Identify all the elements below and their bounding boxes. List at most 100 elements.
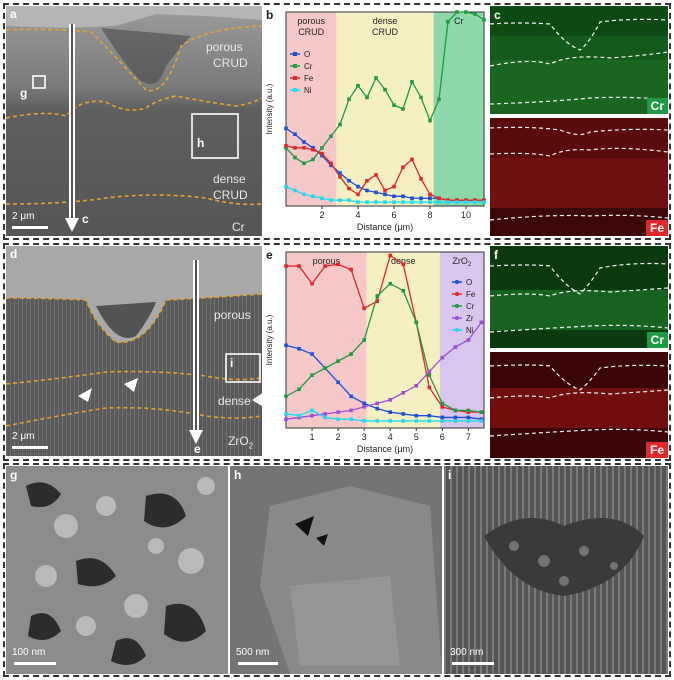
row2-frame xyxy=(3,243,671,461)
cr-label: Cr xyxy=(232,220,245,234)
data-point-Fe xyxy=(455,198,459,202)
data-point-Fe xyxy=(302,146,306,150)
data-point-Cr xyxy=(284,394,288,399)
data-point-Fe xyxy=(419,177,423,181)
data-point-Zr xyxy=(336,410,340,414)
data-point-Fe xyxy=(336,262,340,267)
data-point-O xyxy=(302,140,306,144)
legend-label-Ni: Ni xyxy=(466,326,474,335)
data-point-O xyxy=(349,394,353,399)
panel-e-chart: porous dense ZrO2 1 2 3 4 5 6 7 Distance (μm) Inten… xyxy=(262,246,488,458)
data-point-Zr xyxy=(453,345,458,349)
data-point-Cr xyxy=(437,97,441,102)
panel-i-letter: i xyxy=(448,468,452,482)
data-point-Fe xyxy=(401,262,406,267)
data-point-Ni xyxy=(419,200,423,204)
data-point-Ni xyxy=(375,419,379,423)
panel-i-scalebar xyxy=(452,662,494,665)
panel-d-scalebar xyxy=(12,446,48,449)
region-band-0 xyxy=(286,252,367,428)
zro2-text: ZrO xyxy=(228,434,249,448)
data-point-Ni xyxy=(383,200,387,204)
data-point-O xyxy=(383,192,387,197)
panel-b-letter: b xyxy=(266,8,274,22)
data-point-Fe xyxy=(293,146,297,150)
panel-g-letter: g xyxy=(10,468,18,482)
data-point-O xyxy=(356,184,360,189)
x-tick-label: 5 xyxy=(414,432,419,442)
data-point-O xyxy=(297,347,301,351)
legend-marker-Fe xyxy=(293,76,297,80)
legend-marker-O xyxy=(293,52,297,56)
region-label-2-0: ZrO2 xyxy=(452,256,472,268)
data-point-Cr xyxy=(388,281,393,286)
x-tick-label: 10 xyxy=(461,210,471,220)
data-point-Fe xyxy=(427,385,432,390)
data-point-Ni xyxy=(414,419,419,423)
data-point-Cr xyxy=(356,83,360,88)
data-point-Fe xyxy=(374,173,378,177)
data-point-Cr xyxy=(401,107,405,111)
data-point-Fe xyxy=(323,264,327,268)
data-point-Cr xyxy=(410,80,414,84)
legend-label-Fe: Fe xyxy=(304,74,314,83)
data-point-O xyxy=(347,178,351,183)
arrow-c-label: c xyxy=(82,212,89,226)
dense-label-d: dense xyxy=(218,394,251,408)
legend-label-Ni: Ni xyxy=(304,86,312,95)
panel-g-scale-label: 100 nm xyxy=(12,647,46,658)
data-point-O xyxy=(338,171,342,175)
data-point-O xyxy=(410,196,414,201)
data-point-Cr xyxy=(392,103,396,107)
panel-c-fe-map: Fe xyxy=(490,118,668,236)
x-tick-label: 4 xyxy=(388,432,393,442)
data-point-Fe xyxy=(347,186,351,191)
legend-marker-Zr xyxy=(455,316,459,320)
legend-label-O: O xyxy=(466,278,472,287)
data-point-Zr xyxy=(440,355,445,360)
x-tick-label: 2 xyxy=(319,210,324,220)
data-point-Zr xyxy=(388,398,393,402)
data-point-O xyxy=(284,126,288,131)
panel-e-letter: e xyxy=(266,248,273,262)
data-point-Fe xyxy=(437,196,441,201)
data-point-O xyxy=(401,194,405,199)
data-point-Ni xyxy=(323,415,327,420)
data-point-O xyxy=(310,352,314,356)
x-tick-label: 7 xyxy=(466,432,471,442)
panel-f-cr-badge: Cr xyxy=(646,332,668,348)
panel-d-letter: d xyxy=(10,247,18,261)
legend-marker-Ni xyxy=(455,328,459,332)
data-point-Zr xyxy=(466,338,471,342)
panel-i-scale-label: 300 nm xyxy=(450,647,484,658)
zro2-subscript: 2 xyxy=(248,441,254,451)
region-band-2 xyxy=(433,12,484,206)
panel-h-sem-image: h 500 nm xyxy=(230,466,442,674)
series-line-Cr xyxy=(285,282,482,413)
data-point-Zr xyxy=(323,412,327,416)
data-point-Fe xyxy=(297,264,301,268)
data-point-O xyxy=(427,413,432,418)
data-point-Fe xyxy=(375,299,379,304)
x-tick-label: 8 xyxy=(427,210,432,220)
data-point-Zr xyxy=(349,408,353,413)
data-point-Cr xyxy=(349,352,353,356)
data-point-Ni xyxy=(428,200,432,204)
data-point-Cr xyxy=(479,410,484,414)
x-axis-label: Distance (μm) xyxy=(357,444,413,454)
data-point-Ni xyxy=(302,192,306,197)
y-axis-label: Intensity (a.u.) xyxy=(265,314,274,365)
series-line-Ni xyxy=(285,409,482,422)
data-point-Zr xyxy=(401,391,406,395)
box-h-label: h xyxy=(197,136,205,150)
data-point-Cr xyxy=(374,76,378,80)
data-point-O xyxy=(392,194,396,199)
panel-g-sem-image: g 100 nm xyxy=(6,466,228,674)
legend-label-Cr: Cr xyxy=(466,302,475,311)
panel-a-sem-image: a porous CRUD dense CRUD Cr g h c 2 μm xyxy=(6,6,262,236)
data-point-Fe xyxy=(349,267,353,272)
data-point-Ni xyxy=(347,198,351,202)
data-point-Cr xyxy=(310,373,314,377)
legend-marker-Ni xyxy=(293,88,297,92)
x-axis-label: Distance (μm) xyxy=(357,222,413,232)
